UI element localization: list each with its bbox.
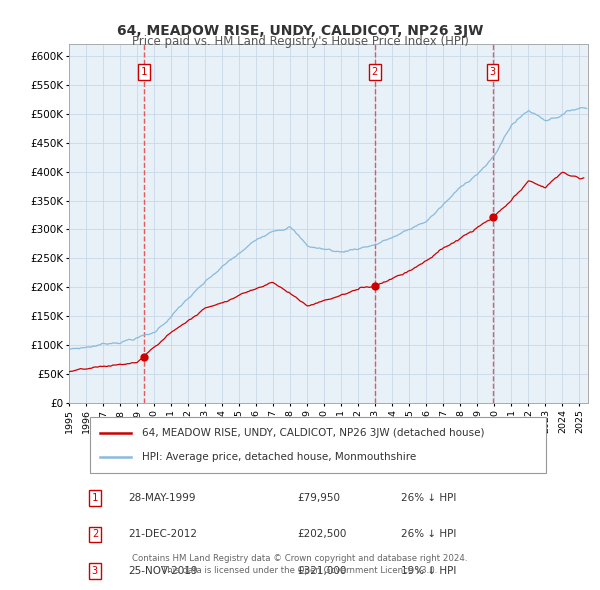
Text: 2: 2 [92, 529, 98, 539]
Text: £202,500: £202,500 [298, 529, 347, 539]
Text: Price paid vs. HM Land Registry's House Price Index (HPI): Price paid vs. HM Land Registry's House … [131, 35, 469, 48]
Text: 1: 1 [141, 67, 147, 77]
Text: 21-DEC-2012: 21-DEC-2012 [128, 529, 197, 539]
Text: 3: 3 [490, 67, 496, 77]
Text: 2: 2 [371, 67, 378, 77]
Text: £321,000: £321,000 [298, 566, 347, 576]
Text: 25-NOV-2019: 25-NOV-2019 [128, 566, 198, 576]
Text: Contains HM Land Registry data © Crown copyright and database right 2024.
This d: Contains HM Land Registry data © Crown c… [132, 554, 468, 575]
Text: 28-MAY-1999: 28-MAY-1999 [128, 493, 196, 503]
Text: 26% ↓ HPI: 26% ↓ HPI [401, 529, 457, 539]
Text: 64, MEADOW RISE, UNDY, CALDICOT, NP26 3JW (detached house): 64, MEADOW RISE, UNDY, CALDICOT, NP26 3J… [142, 428, 484, 438]
Text: 26% ↓ HPI: 26% ↓ HPI [401, 493, 457, 503]
FancyBboxPatch shape [90, 417, 547, 473]
Text: £79,950: £79,950 [298, 493, 340, 503]
Text: 3: 3 [92, 566, 98, 576]
Text: HPI: Average price, detached house, Monmouthshire: HPI: Average price, detached house, Monm… [142, 453, 416, 463]
Text: 1: 1 [92, 493, 98, 503]
Text: 64, MEADOW RISE, UNDY, CALDICOT, NP26 3JW: 64, MEADOW RISE, UNDY, CALDICOT, NP26 3J… [117, 24, 483, 38]
Text: 19% ↓ HPI: 19% ↓ HPI [401, 566, 457, 576]
